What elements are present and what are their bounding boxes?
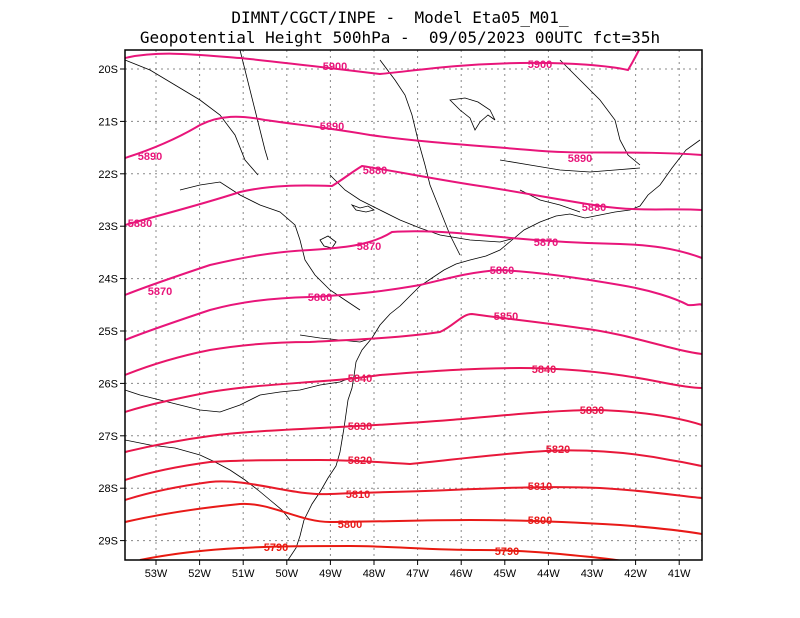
contour-label: 5900 <box>323 61 347 73</box>
lon-tick-label: 50W <box>275 568 298 580</box>
lon-tick-label: 41W <box>668 568 691 580</box>
contour-label: 5810 <box>528 481 552 493</box>
contour-label: 5880 <box>128 218 152 230</box>
state-border-5 <box>239 50 269 161</box>
reservoir-shape-2 <box>350 204 375 213</box>
contour-5830 <box>125 408 702 453</box>
state-border-4 <box>179 181 361 311</box>
lon-tick-label: 43W <box>581 568 604 580</box>
chart-title-line-2: Geopotential Height 500hPa - 09/05/2023 … <box>139 28 661 47</box>
lat-tick-label: 26S <box>98 378 118 390</box>
contour-label: 5810 <box>346 489 370 501</box>
state-border-8 <box>125 59 259 176</box>
state-border-6 <box>379 59 461 256</box>
lat-tick-label: 27S <box>98 431 118 443</box>
contour-label: 5890 <box>320 121 344 133</box>
contour-label: 5790 <box>495 546 519 558</box>
lat-lon-grid <box>125 50 702 560</box>
lat-tick-label: 28S <box>98 483 118 495</box>
longitude-ticks: 53W 52W 51W 50W 49W 48W 47W 46W 45W 44W 43W 42W 41W <box>145 560 691 580</box>
contour-5800 <box>125 502 702 535</box>
lat-tick-label: 20S <box>98 64 118 76</box>
contour-label: 5840 <box>532 364 556 376</box>
contour-label: 5860 <box>490 265 514 277</box>
lon-tick-label: 47W <box>406 568 429 580</box>
coastline-and-borders <box>125 50 701 560</box>
contour-5900 <box>125 50 641 76</box>
contour-label: 5900 <box>528 59 552 71</box>
contour-5790 <box>139 544 623 560</box>
lon-tick-label: 42W <box>624 568 647 580</box>
state-border-1 <box>125 377 351 413</box>
lat-tick-label: 22S <box>98 169 118 181</box>
contour-label: 5800 <box>528 515 552 527</box>
state-border-10 <box>499 159 641 173</box>
state-border-9 <box>559 59 641 166</box>
latitude-ticks: 20S 21S 22S 23S 24S 25S 26S 27S 28S 29S <box>98 64 125 548</box>
reservoir-shape <box>449 97 496 131</box>
contour-label: 5890 <box>568 153 592 165</box>
lon-tick-label: 49W <box>319 568 342 580</box>
contour-label: 5870 <box>148 286 172 298</box>
contour-label: 5820 <box>546 444 570 456</box>
contour-5810 <box>125 480 702 501</box>
contour-label: 5790 <box>264 542 288 554</box>
state-border-2 <box>125 439 291 521</box>
lat-tick-label: 24S <box>98 274 118 286</box>
reservoir-shape-3 <box>319 235 337 249</box>
contour-label: 5840 <box>348 373 372 385</box>
lon-tick-label: 45W <box>493 568 516 580</box>
lat-tick-label: 23S <box>98 221 118 233</box>
lon-tick-label: 52W <box>188 568 211 580</box>
contour-label: 5850 <box>494 311 518 323</box>
lat-tick-label: 29S <box>98 536 118 548</box>
contour-label: 5880 <box>363 165 387 177</box>
contour-label: 5860 <box>308 292 332 304</box>
contour-lines <box>125 50 702 560</box>
contour-label: 5820 <box>348 455 372 467</box>
lon-tick-label: 48W <box>363 568 386 580</box>
contour-label: 5870 <box>534 237 558 249</box>
contour-label: 5830 <box>348 421 372 433</box>
lon-tick-label: 44W <box>537 568 560 580</box>
lat-tick-label: 25S <box>98 326 118 338</box>
lat-tick-label: 21S <box>98 116 118 128</box>
contour-labels: 5900 5900 5890 5890 5890 5880 5880 5880 … <box>128 59 606 558</box>
contour-5870 <box>125 230 702 296</box>
state-border-7 <box>329 174 516 243</box>
contour-label: 5830 <box>580 405 604 417</box>
map-frame <box>124 49 703 561</box>
contour-5880 <box>125 164 702 226</box>
coastline <box>287 139 701 560</box>
contour-label: 5870 <box>357 241 381 253</box>
lon-tick-label: 53W <box>145 568 168 580</box>
contour-5890 <box>125 115 702 159</box>
contour-5860 <box>125 268 702 341</box>
contour-5850 <box>125 312 702 376</box>
lon-tick-label: 51W <box>232 568 255 580</box>
contour-5820 <box>125 449 702 481</box>
contour-label: 5880 <box>582 202 606 214</box>
lon-tick-label: 46W <box>450 568 473 580</box>
contour-label: 5890 <box>138 151 162 163</box>
contour-label: 5800 <box>338 519 362 531</box>
contour-5840 <box>125 366 702 413</box>
chart-title-line-1: DIMNT/CGCT/INPE - Model Eta05_M01_ <box>231 8 569 27</box>
